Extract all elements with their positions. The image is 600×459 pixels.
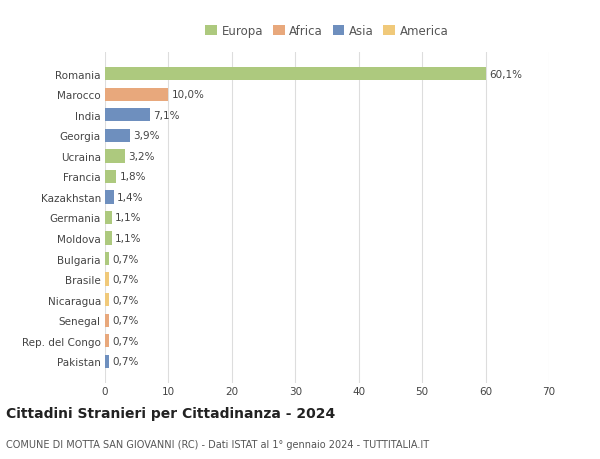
Bar <box>105 314 109 327</box>
Text: 60,1%: 60,1% <box>490 69 523 79</box>
Text: 3,9%: 3,9% <box>133 131 160 141</box>
Text: 0,7%: 0,7% <box>113 295 139 305</box>
Text: COMUNE DI MOTTA SAN GIOVANNI (RC) - Dati ISTAT al 1° gennaio 2024 - TUTTITALIA.I: COMUNE DI MOTTA SAN GIOVANNI (RC) - Dati… <box>6 439 429 449</box>
Bar <box>105 191 114 204</box>
Bar <box>105 293 109 307</box>
Text: 1,1%: 1,1% <box>115 234 142 244</box>
Text: Cittadini Stranieri per Cittadinanza - 2024: Cittadini Stranieri per Cittadinanza - 2… <box>6 406 335 420</box>
Text: 0,7%: 0,7% <box>113 336 139 346</box>
Text: 0,7%: 0,7% <box>113 274 139 285</box>
Text: 0,7%: 0,7% <box>113 357 139 367</box>
Bar <box>105 355 109 368</box>
Bar <box>105 68 486 81</box>
Bar <box>105 232 112 245</box>
Bar <box>105 109 150 122</box>
Bar <box>105 129 130 143</box>
Text: 1,4%: 1,4% <box>117 192 143 202</box>
Bar <box>105 252 109 266</box>
Text: 1,1%: 1,1% <box>115 213 142 223</box>
Bar <box>105 273 109 286</box>
Text: 3,2%: 3,2% <box>128 151 155 162</box>
Text: 0,7%: 0,7% <box>113 316 139 325</box>
Text: 0,7%: 0,7% <box>113 254 139 264</box>
Text: 1,8%: 1,8% <box>119 172 146 182</box>
Bar <box>105 335 109 348</box>
Bar <box>105 88 169 101</box>
Bar <box>105 150 125 163</box>
Bar <box>105 211 112 225</box>
Text: 7,1%: 7,1% <box>153 111 180 120</box>
Legend: Europa, Africa, Asia, America: Europa, Africa, Asia, America <box>200 21 454 43</box>
Text: 10,0%: 10,0% <box>172 90 205 100</box>
Bar <box>105 170 116 184</box>
